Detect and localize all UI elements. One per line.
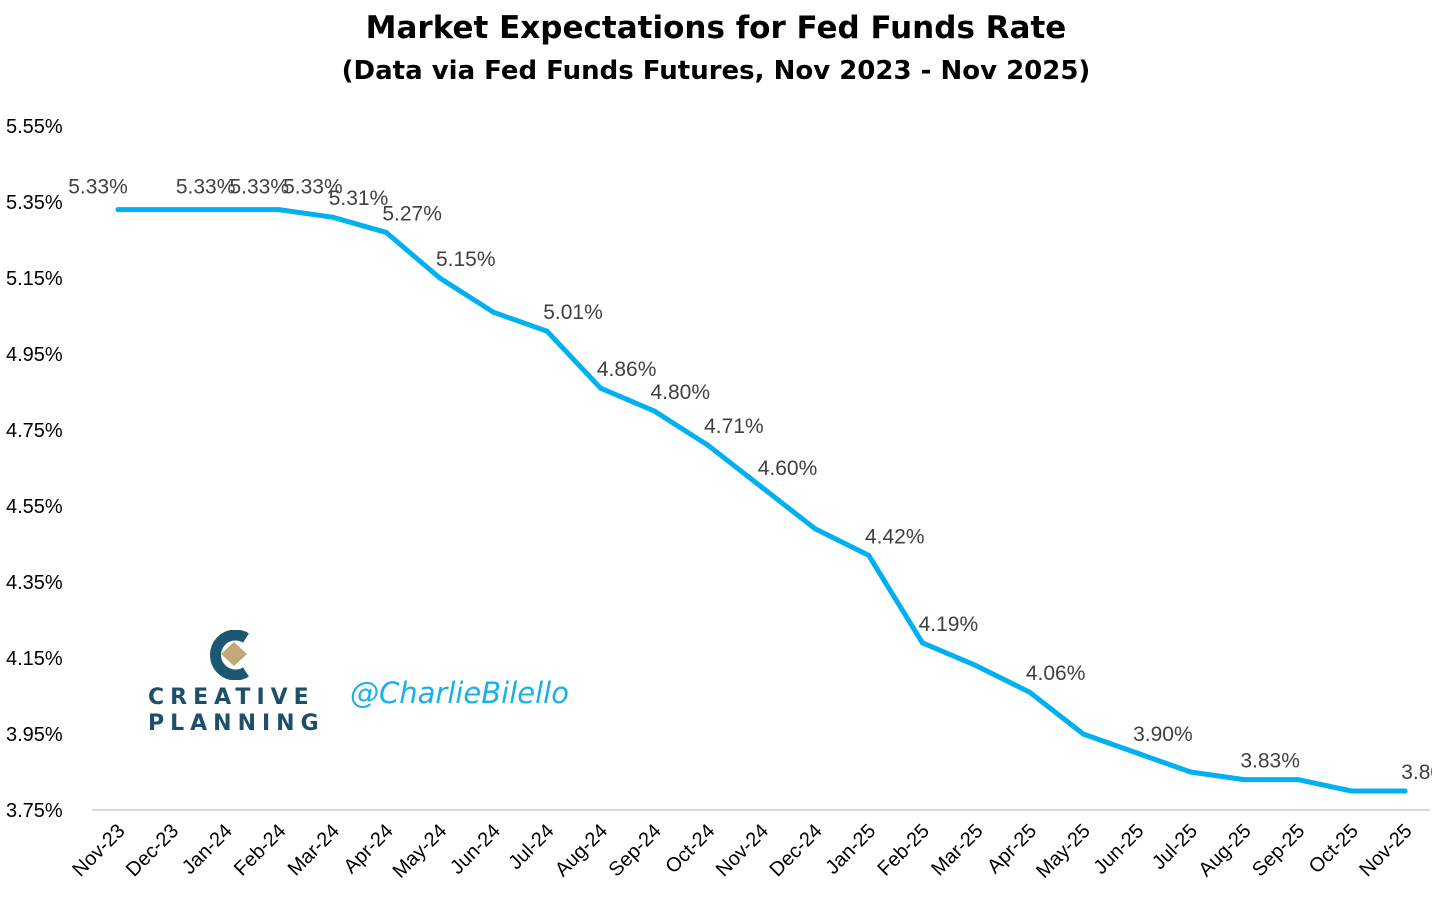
- x-tick-label: Jun-25: [1090, 820, 1149, 879]
- data-point: [1295, 777, 1301, 783]
- data-label: 4.19%: [919, 613, 979, 636]
- data-point: [1348, 788, 1354, 794]
- y-tick-label: 4.95%: [6, 344, 63, 366]
- x-tick-label: Nov-25: [1355, 820, 1416, 881]
- data-label: 5.27%: [382, 202, 442, 225]
- data-point: [1188, 769, 1193, 775]
- data-point: [705, 442, 711, 448]
- y-tick-label: 4.75%: [6, 420, 63, 442]
- x-tick-label: Jan-24: [178, 820, 237, 879]
- data-label: 4.42%: [865, 525, 925, 548]
- data-label: 5.33%: [283, 176, 343, 199]
- data-label: 4.06%: [1026, 662, 1086, 685]
- data-label: 5.31%: [329, 187, 389, 210]
- logo-line-1: CREATIVE: [148, 685, 315, 710]
- data-point: [1241, 777, 1247, 783]
- data-point: [544, 328, 550, 334]
- data-point: [812, 526, 818, 532]
- chart-title: Market Expectations for Fed Funds Rate: [365, 10, 1067, 46]
- data-label: 4.60%: [758, 457, 818, 480]
- x-tick-label: Oct-25: [1305, 820, 1363, 878]
- data-label: 4.71%: [704, 415, 764, 438]
- x-tick-label: Dec-24: [766, 820, 827, 881]
- data-point: [222, 207, 228, 213]
- data-label: 3.90%: [1133, 723, 1193, 746]
- data-point: [1027, 689, 1033, 695]
- data-label: 3.80%: [1401, 761, 1432, 784]
- data-point: [1402, 788, 1408, 794]
- data-point: [383, 229, 389, 235]
- x-tick-label: Mar-24: [284, 820, 344, 880]
- logo-line-2: PLANNING: [148, 711, 325, 736]
- y-tick-label: 5.35%: [6, 192, 63, 214]
- data-point: [866, 552, 872, 558]
- x-tick-label: Aug-24: [551, 820, 612, 881]
- x-tick-label: Nov-23: [68, 820, 129, 881]
- x-tick-label: Apr-25: [983, 820, 1041, 878]
- data-point: [276, 207, 282, 213]
- data-label: 5.01%: [543, 301, 603, 324]
- y-tick-label: 5.55%: [6, 116, 63, 138]
- x-tick-label: Apr-24: [340, 820, 398, 878]
- x-tick-label: Oct-24: [661, 820, 719, 878]
- x-tick-label: Sep-25: [1248, 820, 1309, 881]
- data-point: [919, 640, 925, 646]
- x-tick-label: Nov-24: [712, 820, 773, 881]
- data-point: [490, 309, 496, 315]
- author-handle: @CharlieBilello: [350, 676, 569, 710]
- y-tick-label: 4.15%: [6, 648, 63, 670]
- data-point: [115, 207, 121, 213]
- y-tick-label: 5.15%: [6, 268, 63, 290]
- x-tick-label: Jan-25: [821, 820, 880, 879]
- x-tick-label: Feb-25: [874, 820, 934, 880]
- data-label: 3.83%: [1240, 750, 1300, 773]
- y-tick-label: 3.95%: [6, 724, 63, 746]
- x-tick-label: Jun-24: [446, 820, 505, 879]
- x-tick-label: Sep-24: [605, 820, 666, 881]
- data-label: 5.33%: [176, 176, 236, 199]
- x-tick-label: May-24: [389, 820, 452, 883]
- data-label: 4.80%: [650, 381, 710, 404]
- x-tick-label: Dec-23: [122, 820, 183, 881]
- data-point: [1080, 731, 1086, 737]
- logo-mark-icon: [210, 629, 249, 681]
- x-tick-label: May-25: [1032, 820, 1095, 883]
- x-tick-label: Aug-25: [1194, 820, 1255, 881]
- data-label: 5.15%: [436, 248, 496, 271]
- data-point: [651, 408, 657, 414]
- data-point: [437, 275, 443, 281]
- y-tick-label: 4.35%: [6, 572, 63, 594]
- x-tick-label: Mar-25: [927, 820, 987, 880]
- data-label: 4.86%: [597, 358, 657, 381]
- chart-subtitle: (Data via Fed Funds Futures, Nov 2023 - …: [341, 56, 1091, 86]
- data-point: [169, 207, 175, 213]
- data-point: [330, 214, 335, 220]
- creative-planning-logo: CREATIVE PLANNING: [148, 629, 328, 737]
- data-label: 5.33%: [229, 176, 289, 199]
- data-label: 5.33%: [68, 176, 128, 199]
- data-point: [759, 484, 764, 490]
- x-tick-label: Feb-24: [230, 820, 290, 880]
- data-point: [1134, 750, 1140, 756]
- y-tick-label: 3.75%: [6, 800, 63, 822]
- y-tick-label: 4.55%: [6, 496, 63, 518]
- data-point: [973, 663, 979, 669]
- data-point: [598, 385, 604, 391]
